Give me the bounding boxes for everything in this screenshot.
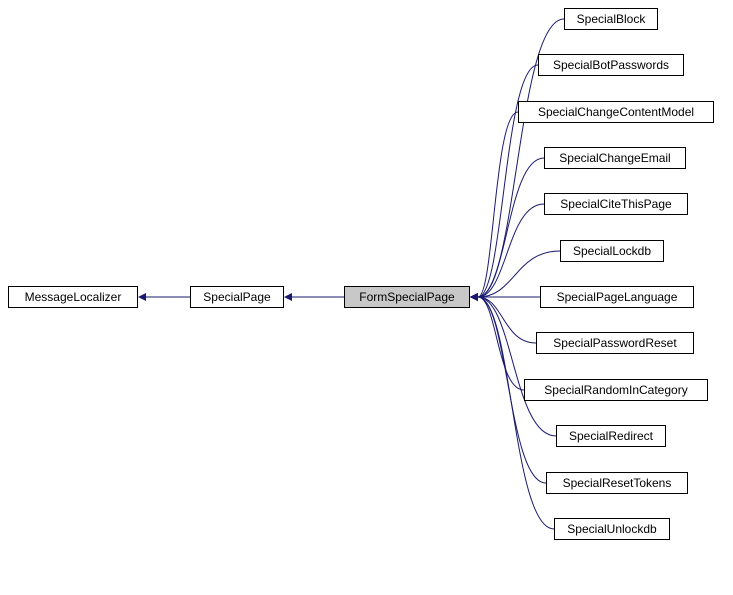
node-n14: SpecialUnlockdb xyxy=(554,518,670,540)
node-n10: SpecialPasswordReset xyxy=(536,332,694,354)
diagram-canvas: MessageLocalizer SpecialPage FormSpecialPa… xyxy=(0,0,733,595)
node-n4: SpecialBotPasswords xyxy=(538,54,684,76)
node-n8: SpecialLockdb xyxy=(560,240,664,262)
node-n1: SpecialPage xyxy=(190,286,284,308)
node-n12: SpecialRedirect xyxy=(556,425,666,447)
node-n2: FormSpecialPage xyxy=(344,286,470,308)
node-n9: SpecialPageLanguage xyxy=(540,286,694,308)
node-n3: SpecialBlock xyxy=(564,8,658,30)
node-n13: SpecialResetTokens xyxy=(546,472,688,494)
node-n6: SpecialChangeEmail xyxy=(544,147,686,169)
node-n11: SpecialRandomInCategory xyxy=(524,379,708,401)
node-n5: SpecialChangeContentModel xyxy=(518,101,714,123)
node-n0: MessageLocalizer xyxy=(8,286,138,308)
node-n7: SpecialCiteThisPage xyxy=(544,193,688,215)
